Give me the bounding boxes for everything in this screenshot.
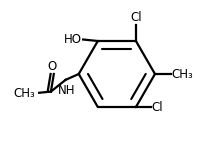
- Text: CH₃: CH₃: [14, 87, 36, 100]
- Text: NH: NH: [58, 83, 76, 96]
- Text: Cl: Cl: [130, 11, 142, 24]
- Text: O: O: [48, 59, 57, 73]
- Text: Cl: Cl: [151, 100, 163, 114]
- Text: CH₃: CH₃: [172, 67, 194, 81]
- Text: HO: HO: [64, 33, 82, 46]
